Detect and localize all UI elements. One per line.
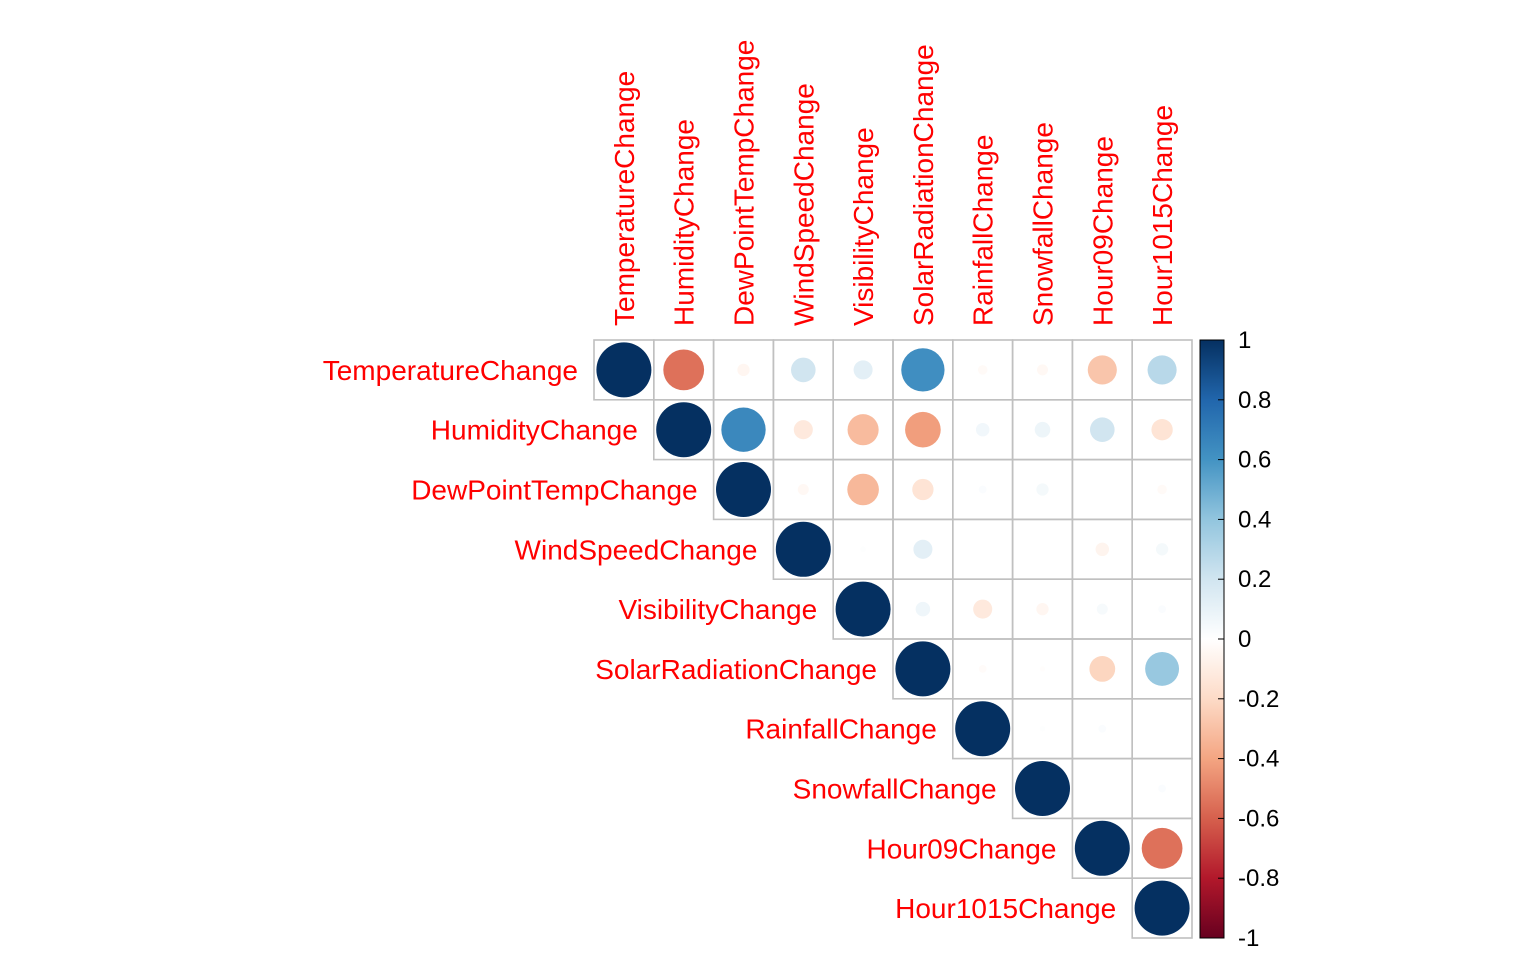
legend-tick-label: 0 (1238, 626, 1251, 653)
correlation-circle (1095, 542, 1110, 557)
correlation-circle (1074, 820, 1130, 876)
row-label: TemperatureChange (323, 355, 578, 386)
row-label: SolarRadiationChange (595, 654, 877, 685)
correlation-circle (656, 402, 712, 458)
column-label: SnowfallChange (1028, 122, 1059, 326)
correlation-circle (895, 641, 951, 697)
correlation-circle (901, 348, 945, 392)
correlation-circle (912, 478, 934, 501)
correlation-circle (913, 539, 933, 559)
correlation-circle (775, 521, 831, 577)
correlation-circle (1036, 602, 1049, 616)
correlation-circle (1034, 421, 1051, 438)
correlation-circle (915, 601, 931, 617)
row-label: Hour1015Change (895, 893, 1116, 924)
legend-tick-label: -0.4 (1238, 746, 1279, 773)
correlation-circle (716, 462, 771, 517)
legend-tick-label: 0.6 (1238, 447, 1271, 474)
correlation-circle (835, 581, 891, 637)
correlation-circle (905, 411, 941, 448)
row-label: RainfallChange (745, 714, 936, 745)
row-label: Hour09Change (866, 833, 1056, 864)
column-label: DewPointTempChange (729, 40, 760, 326)
correlation-circle (1145, 651, 1180, 686)
correlation-circle (1087, 355, 1117, 385)
row-label: HumidityChange (431, 415, 638, 446)
legend-tick-label: -0.8 (1238, 865, 1279, 892)
grid-cell (951, 518, 1014, 581)
correlation-circle (1158, 784, 1166, 793)
row-label: DewPointTempChange (411, 475, 697, 506)
legend-tick-label: 0.4 (1238, 506, 1271, 533)
grid-cell (1071, 458, 1134, 521)
correlation-circle (973, 599, 993, 619)
correlation-circle (1039, 725, 1046, 732)
grid-layer (593, 339, 1193, 939)
column-label: Hour09Change (1087, 136, 1118, 326)
grid-cell (1131, 697, 1193, 760)
correlation-circle (721, 407, 766, 452)
correlation-circle (1089, 656, 1116, 682)
legend-tick-label: -0.2 (1238, 686, 1279, 713)
correlation-circle (1090, 417, 1115, 442)
column-label: VisibilityChange (848, 127, 879, 326)
correlation-circle (1141, 827, 1183, 869)
correlation-circle (1036, 483, 1049, 496)
correlation-circle (797, 484, 809, 495)
column-label: TemperatureChange (609, 71, 640, 326)
correlation-circle (1037, 364, 1048, 376)
correlation-circle (847, 414, 879, 446)
correlation-circle (978, 485, 987, 494)
correlation-circle (853, 360, 873, 380)
column-label: WindSpeedChange (788, 83, 819, 326)
correlation-circle (737, 363, 750, 377)
correlation-circle (978, 665, 987, 673)
legend-tick-label: -0.6 (1238, 805, 1279, 832)
correlation-circle (1134, 880, 1190, 936)
correlation-circle (860, 546, 866, 553)
correlation-circle (1098, 724, 1107, 733)
grid-cell (1071, 757, 1134, 820)
correlation-circle (977, 365, 988, 375)
legend-tick-label: -1 (1238, 925, 1259, 952)
correlation-circle (1157, 484, 1167, 495)
correlation-circle (791, 357, 816, 383)
correlation-circle (1151, 419, 1173, 441)
column-label: HumidityChange (669, 119, 700, 326)
correlation-circle (1015, 761, 1070, 816)
column-label: SolarRadiationChange (908, 44, 939, 326)
correlation-circle (793, 420, 813, 440)
circle-layer (596, 342, 1190, 936)
column-label: Hour1015Change (1147, 105, 1178, 326)
label-layer: TemperatureChange HumidityChange DewPointT… (323, 40, 1178, 924)
correlation-circle (847, 473, 879, 506)
correlation-circle (1155, 543, 1169, 556)
grid-cell (1011, 518, 1074, 581)
correlation-circle (1158, 605, 1166, 613)
color-legend: 1 0.8 0.6 0.4 0.2 0 -0.2 -0.4 -0.6 -0.8 -1 (1199, 327, 1279, 952)
row-label: WindSpeedChange (515, 534, 758, 565)
correlation-circle (955, 701, 1011, 757)
correlation-circle (1096, 603, 1108, 615)
legend-tick-label: 0.2 (1238, 566, 1271, 593)
correlation-circle (1147, 355, 1177, 385)
row-label: SnowfallChange (793, 774, 997, 805)
correlation-circle (1039, 666, 1046, 672)
legend-tick-label: 0.8 (1238, 387, 1271, 414)
legend-tick-label: 1 (1238, 327, 1251, 354)
correlation-circle (975, 422, 990, 437)
grid-cell (1131, 877, 1193, 939)
row-label: VisibilityChange (618, 594, 817, 625)
column-label: RainfallChange (968, 135, 999, 326)
correlation-circle (663, 349, 705, 391)
correlation-circle (596, 342, 652, 398)
